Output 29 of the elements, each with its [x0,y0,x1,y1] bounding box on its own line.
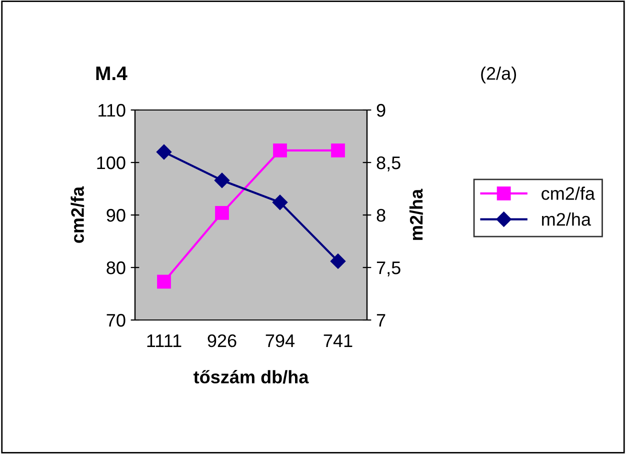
x-tick-label: 741 [324,334,352,347]
y2-tick-label: 7,5 [376,262,400,276]
legend-label: m2/ha [542,212,592,226]
y-tick-label: 110 [98,104,126,117]
point [272,194,288,210]
point [156,144,172,160]
y-tick-label: 100 [97,156,126,170]
point [157,274,171,289]
point [215,206,229,220]
point [273,143,287,158]
legend-label: cm2/fa [542,186,596,200]
y2-tick-label: 9 [376,104,386,117]
x-axis-title: tőszám db/ha [194,370,309,384]
point [331,143,345,158]
x-tick-label: 794 [266,334,295,348]
y2-tick-label: 8 [376,208,386,222]
text: (2/a) [481,66,516,84]
chart-title: M.4 [96,66,128,80]
y2-tick-label: 8,5 [376,156,400,172]
y-axis-title: cm2/fa [70,186,84,243]
y2-tick-label: 7 [376,314,386,327]
y2-axis-title: m2/ha [409,188,423,240]
y-tick-label: 70 [106,314,126,327]
point [214,172,230,188]
y-tick-label: 90 [106,208,126,222]
point [330,254,346,269]
y-tick-label: 80 [106,261,126,274]
x-tick-label: 1111 [147,334,182,347]
x-tick-label: 926 [208,334,236,348]
